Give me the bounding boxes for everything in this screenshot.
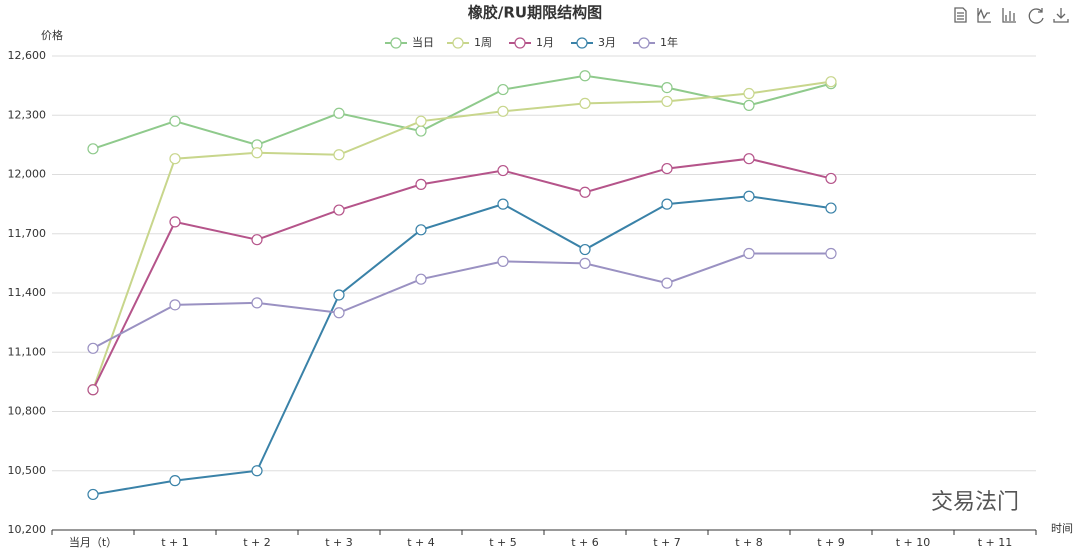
x-tick-label: t + 8 [735,536,763,549]
data-point [169,115,181,127]
y-tick-label: 10,200 [8,523,47,536]
toolbox [954,7,1069,24]
legend-label: 3月 [598,36,616,49]
data-point [579,70,591,82]
x-tick-label: t + 11 [978,536,1013,549]
data-point [251,297,263,309]
data-point [579,186,591,198]
data-point [169,216,181,228]
data-point [169,153,181,165]
x-tick-label: t + 3 [325,536,353,549]
data-point [661,198,673,210]
data-point [415,125,427,137]
tool-line[interactable] [977,8,991,23]
data-point [415,115,427,127]
data-point [87,342,99,354]
x-tick-label: t + 5 [489,536,517,549]
data-point [415,273,427,285]
x-tick-label: t + 9 [817,536,845,549]
data-point [743,190,755,202]
x-tick-label: t + 6 [571,536,599,549]
data-point [169,299,181,311]
data-point [743,99,755,111]
x-axis-label: 时间 [1051,522,1073,535]
y-tick-label: 11,700 [8,227,47,240]
data-point [333,204,345,216]
legend-marker [576,37,588,49]
series-line [92,80,832,391]
data-point [497,83,509,96]
data-point [743,153,755,165]
legend-marker [390,37,402,49]
data-point [825,76,837,88]
data-point [661,95,673,108]
legend-label: 当日 [412,35,434,49]
x-tick-label: t + 1 [161,536,189,549]
data-point [825,247,837,260]
y-tick-label: 10,800 [8,405,47,418]
series-line [92,195,832,496]
x-tick-label: 当月（t） [69,535,117,549]
data-point [251,465,263,477]
data-point [87,488,99,501]
legend-label: 1年 [660,35,678,49]
data-point [415,224,427,236]
y-tick-label: 12,000 [8,168,47,181]
legend-marker [452,37,464,49]
legend-label: 1月 [536,36,554,49]
data-point [825,172,837,185]
x-tick-label: t + 10 [896,536,931,549]
data-point [251,147,263,159]
y-tick-label: 10,500 [8,464,47,477]
tool-restore[interactable] [1028,8,1044,24]
data-point [333,107,345,119]
data-point [579,257,591,269]
data-point [497,164,509,177]
data-point [661,277,673,289]
data-point [87,384,99,396]
data-point [87,143,99,155]
data-point [333,289,345,301]
y-axis-label: 价格 [41,28,63,42]
data-point [825,202,837,214]
legend-marker [638,37,650,49]
legend-label: 1周 [474,36,492,49]
tool-bar[interactable] [1002,8,1016,23]
data-point [415,178,427,190]
series-line [92,252,831,350]
x-tick-label: t + 2 [243,536,271,549]
y-tick-label: 12,300 [8,108,47,121]
series-line [92,157,832,391]
data-point [661,81,673,94]
tool-save[interactable] [1053,8,1069,23]
data-point [251,234,263,246]
data-point [743,87,755,100]
x-tick-label: t + 4 [407,536,435,549]
data-point [333,307,345,319]
data-point [333,149,345,161]
data-point [579,243,591,256]
data-point [169,475,181,487]
legend-marker [514,37,526,49]
y-tick-label: 12,600 [8,49,47,62]
tool-data-view[interactable] [954,7,967,23]
chart-title: 橡胶/RU期限结构图 [468,4,602,22]
data-point [497,255,509,267]
x-tick-label: t + 7 [653,536,681,549]
series-line [92,74,832,150]
data-point [661,162,673,175]
data-point [743,247,755,260]
data-point [579,97,591,110]
y-tick-label: 11,400 [8,286,47,299]
data-point [497,198,509,210]
y-tick-label: 11,100 [8,345,47,358]
data-point [497,105,509,117]
logo-text: 交易法门 [931,490,1019,515]
